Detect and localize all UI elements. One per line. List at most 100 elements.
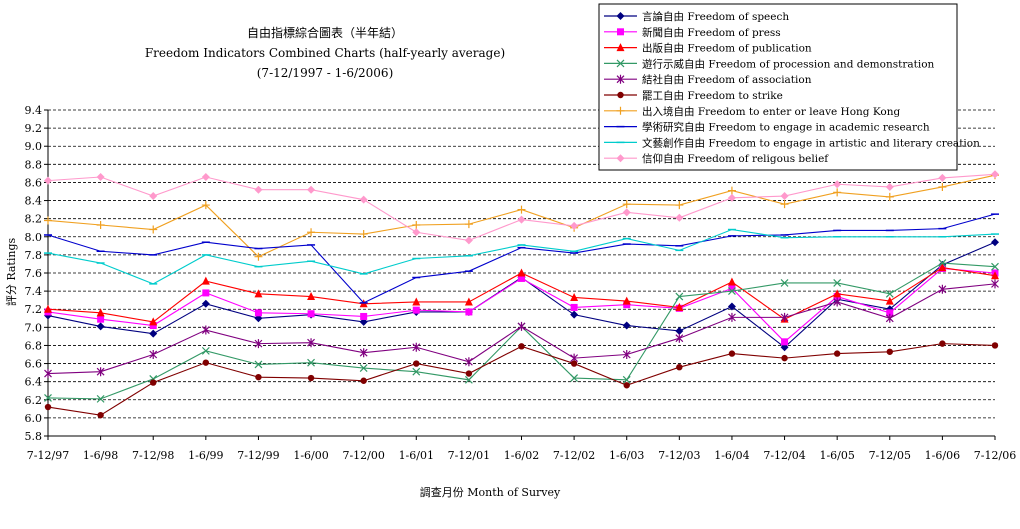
- series-7: [44, 171, 999, 261]
- data-point: [44, 403, 52, 411]
- data-point: [412, 297, 421, 306]
- x-tick-label: 7-12/01: [448, 449, 490, 462]
- y-tick-label: 9.0: [25, 140, 43, 153]
- legend-label: 學術研究自由 Freedom to engage in academic res…: [642, 121, 930, 134]
- data-point: [44, 394, 52, 402]
- data-point: [991, 170, 999, 179]
- data-point: [518, 343, 525, 350]
- x-tick-label: 1-6/01: [399, 449, 434, 462]
- data-point: [96, 322, 105, 331]
- data-point: [991, 271, 999, 280]
- data-point: [464, 236, 473, 245]
- y-tick-label: 8.8: [25, 158, 43, 171]
- data-point: [623, 301, 631, 309]
- data-point: [149, 350, 158, 359]
- data-point: [886, 348, 893, 355]
- data-point: [202, 289, 210, 297]
- data-point: [675, 292, 684, 301]
- legend-item: 文藝創作自由 Freedom to engage in artistic and…: [604, 136, 980, 149]
- data-point: [675, 326, 684, 335]
- data-point: [149, 317, 158, 326]
- data-point: [991, 262, 999, 271]
- data-point: [44, 304, 52, 313]
- data-point: [570, 221, 579, 230]
- x-tick-label: 1-6/99: [188, 449, 223, 462]
- data-point: [254, 309, 262, 317]
- x-tick-label: 7-12/98: [132, 449, 174, 462]
- data-point: [254, 339, 263, 349]
- data-point: [622, 200, 631, 209]
- y-tick-label: 9.2: [25, 122, 43, 135]
- legend-item: 信仰自由 Freedom of religous belief: [604, 152, 829, 165]
- legend-label: 出版自由 Freedom of publication: [642, 42, 812, 55]
- legend-label: 新聞自由 Freedom of press: [642, 26, 781, 39]
- data-point: [570, 292, 579, 301]
- chart-title-line-2: Freedom Indicators Combined Charts (half…: [145, 46, 505, 60]
- data-point: [939, 340, 946, 347]
- data-point: [833, 289, 842, 298]
- data-point: [780, 279, 789, 287]
- y-tick-label: 6.2: [25, 394, 43, 407]
- data-point: [727, 186, 736, 195]
- x-tick-label: 7-12/97: [27, 449, 69, 462]
- legend-marker: [616, 154, 625, 163]
- data-point: [201, 299, 210, 308]
- legend-label: 罷工自由 Freedom to strike: [642, 89, 783, 102]
- x-axis-label: 調查月份 Month of Survey: [420, 485, 561, 499]
- legend-label: 言論自由 Freedom of speech: [642, 10, 789, 23]
- data-point: [149, 225, 158, 234]
- legend-marker: [616, 59, 625, 68]
- data-point: [780, 200, 789, 209]
- data-point: [465, 370, 473, 377]
- data-point: [464, 375, 473, 384]
- y-tick-label: 6.6: [25, 358, 43, 371]
- data-point: [359, 230, 368, 239]
- data-point: [307, 310, 315, 318]
- data-point: [96, 367, 105, 377]
- data-point: [202, 359, 210, 366]
- data-point: [938, 259, 947, 267]
- x-tick-label: 7-12/02: [553, 449, 595, 462]
- data-point: [44, 369, 52, 379]
- x-tick-label: 1-6/00: [293, 449, 328, 462]
- data-point: [412, 221, 421, 230]
- data-point: [833, 350, 841, 357]
- data-point: [412, 342, 421, 352]
- series-line: [47, 241, 996, 348]
- data-point: [885, 192, 894, 201]
- data-point: [201, 201, 210, 210]
- data-point: [307, 358, 315, 367]
- y-axis-ticks: 5.8 6.0 6.2 6.4 6.6 6.8 7.0 7.2 7.4 7.6 7.8 8.0 8.2 8…: [25, 104, 48, 443]
- data-point: [570, 374, 579, 382]
- x-tick-label: 1-6/02: [504, 449, 539, 462]
- data-point: [96, 308, 105, 317]
- x-tick-label: 1-6/06: [925, 449, 960, 462]
- data-point: [97, 411, 104, 419]
- data-point: [570, 303, 578, 311]
- series-10: [44, 170, 999, 245]
- data-point: [622, 350, 631, 359]
- data-point: [728, 284, 736, 292]
- data-point: [938, 182, 947, 191]
- x-tick-label: 1-6/05: [819, 449, 854, 462]
- data-point: [622, 208, 631, 217]
- y-tick-label: 7.6: [25, 267, 43, 280]
- data-point: [622, 296, 631, 305]
- y-tick-label: 6.4: [25, 376, 43, 389]
- data-point: [359, 195, 368, 204]
- legend-item: 出入境自由 Freedom to enter or leave Hong Kon…: [604, 105, 900, 118]
- data-point: [622, 375, 631, 384]
- data-point: [780, 312, 789, 322]
- data-point: [728, 350, 736, 357]
- y-tick-label: 8.4: [25, 195, 43, 208]
- data-point: [570, 310, 579, 319]
- data-point: [307, 185, 316, 194]
- legend-item: 學術研究自由 Freedom to engage in academic res…: [604, 121, 930, 134]
- legend-marker: [616, 43, 625, 52]
- x-axis-ticks: 7-12/97 1-6/98 7-12/98 1-6/99 7-12/99 1-6/00 7…: [27, 436, 1016, 462]
- data-point: [44, 216, 52, 225]
- data-point: [149, 192, 158, 201]
- data-point: [201, 346, 210, 355]
- data-point: [96, 221, 105, 230]
